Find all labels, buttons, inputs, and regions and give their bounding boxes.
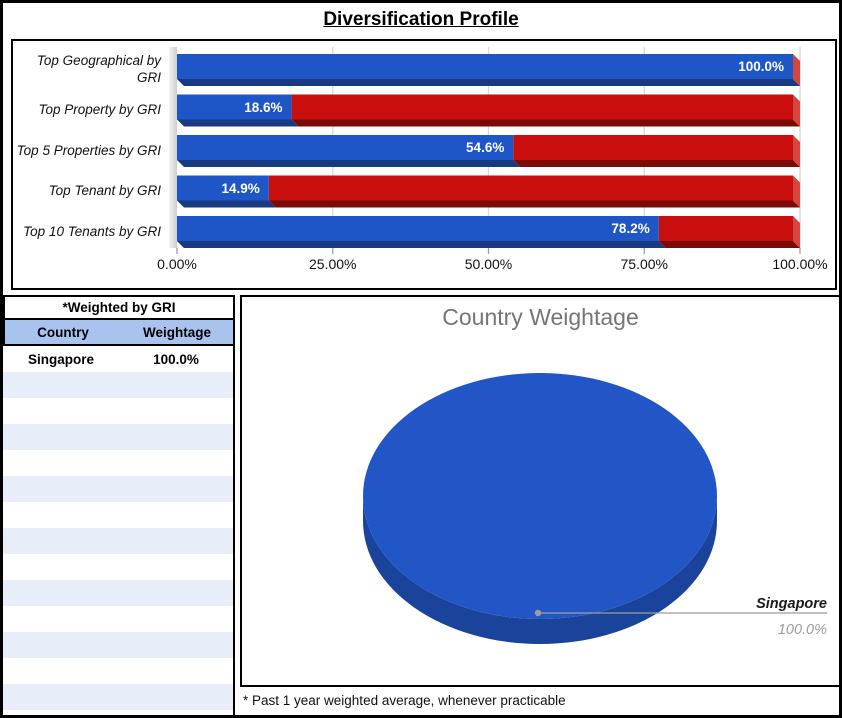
table-row[interactable]: Singapore 100.0% [3, 346, 233, 372]
x-axis-tick-label: 0.00% [157, 256, 197, 272]
table-row-empty[interactable] [3, 502, 233, 528]
table-row-empty[interactable] [3, 580, 233, 606]
pie-chart-title: Country Weightage [442, 304, 639, 330]
footnote: * Past 1 year weighted average, whenever… [243, 693, 566, 708]
pie-slice-value-label: 100.0% [778, 622, 827, 638]
pie-chart-canvas: Singapore 100.0% [363, 373, 827, 644]
table-row-empty[interactable] [3, 632, 233, 658]
table-row-empty[interactable] [3, 398, 233, 424]
bar-category-label: Top Geographical by GRI [36, 53, 161, 85]
x-axis-tick-label: 25.00% [309, 256, 357, 272]
bar-chart-canvas [169, 47, 801, 254]
table-row-empty[interactable] [3, 450, 233, 476]
bar-category-label: Top Tenant by GRI [48, 183, 161, 199]
bar-category-label: Top 5 Properties by GRI [16, 142, 161, 158]
column-header-country: Country [37, 324, 89, 340]
table-row-empty[interactable] [3, 528, 233, 554]
table-row-empty[interactable] [3, 424, 233, 450]
table-row-empty[interactable] [3, 684, 233, 710]
pie-slice-label: Singapore [756, 596, 827, 612]
table-row-empty[interactable] [3, 658, 233, 684]
bar-category-label: Top Property by GRI [38, 102, 161, 118]
bar-data-label: 100.0% [738, 59, 784, 74]
bar-data-label: 54.6% [466, 140, 505, 155]
country-weightage-pie-chart[interactable]: Country Weightage Singapore 100.0% [240, 295, 839, 687]
x-axis-tick-label: 50.00% [464, 256, 513, 272]
weightage-table[interactable]: *Weighted by GRI Country Weightage Singa… [3, 295, 235, 715]
bar-category-label: Top 10 Tenants by GRI [23, 223, 161, 239]
x-axis-tick-label: 100.00% [772, 256, 828, 272]
bar-data-label: 78.2% [611, 221, 650, 236]
diversification-bar-chart[interactable]: Top Geographical by GRI 100.0% Top Propert… [11, 39, 837, 290]
table-header-row: Country Weightage [3, 320, 233, 346]
bar-data-label: 14.9% [221, 180, 260, 196]
table-row-empty[interactable] [3, 554, 233, 580]
column-header-weightage: Weightage [142, 324, 211, 340]
table-row-empty[interactable] [3, 476, 233, 502]
table-row-empty[interactable] [3, 606, 233, 632]
table-caption: *Weighted by GRI [3, 295, 233, 320]
bar-data-label: 18.6% [244, 99, 283, 115]
cell-country: Singapore [27, 351, 94, 367]
table-body: Singapore 100.0% [3, 346, 233, 710]
cell-weightage: 100.0% [153, 351, 199, 367]
table-row-empty[interactable] [3, 372, 233, 398]
page-title: Diversification Profile [323, 9, 519, 30]
x-axis-tick-label: 75.00% [620, 256, 668, 272]
